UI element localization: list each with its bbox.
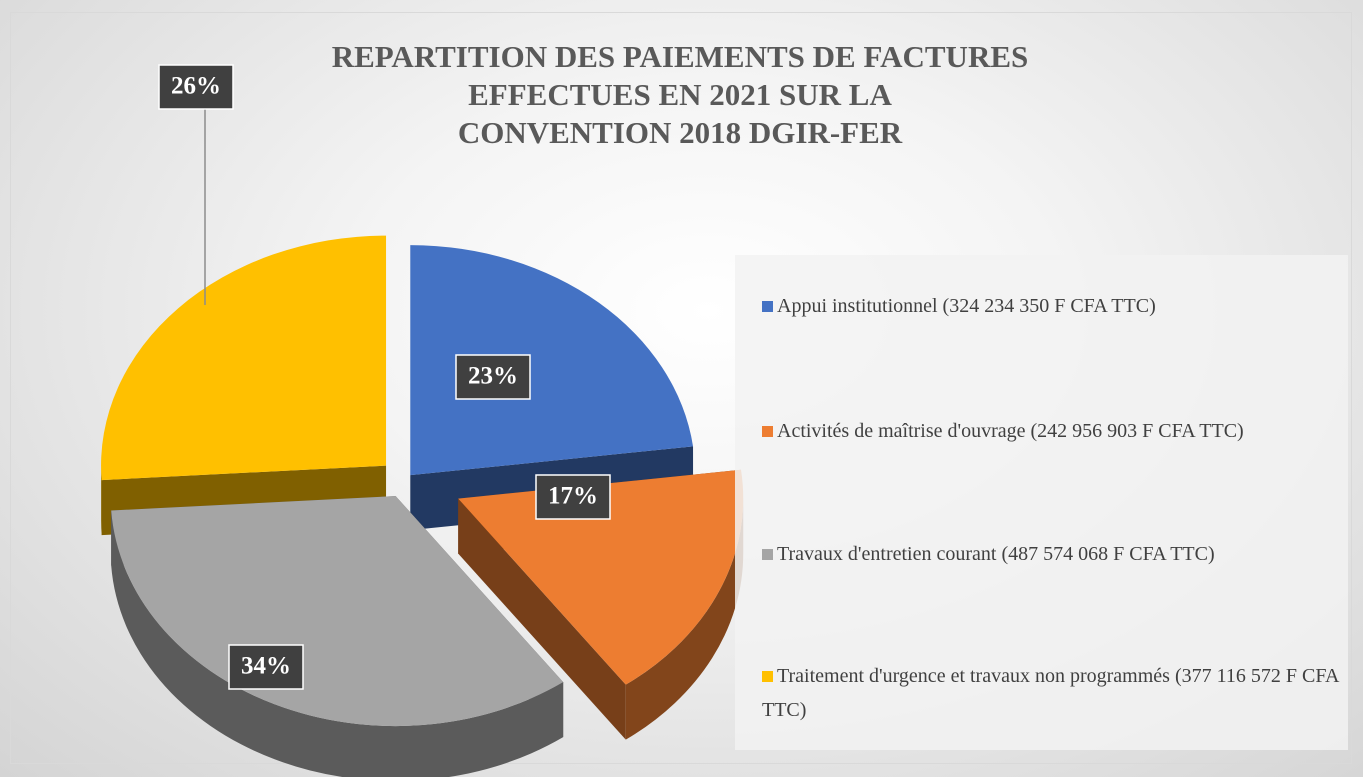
slice-side [101,465,102,536]
legend-swatch [762,671,773,682]
legend-label: Travaux d'entretien courant (487 574 068… [777,543,1215,565]
legend-item: Travaux d'entretien courant (487 574 068… [762,537,1342,571]
slice-top [111,496,564,727]
slice-top [101,235,387,481]
data-label: 26% [171,73,221,100]
slice-top [458,469,744,685]
slice-top [410,245,694,476]
chart-title: REPARTITION DES PAIEMENTS DE FACTURES EF… [331,39,1029,150]
legend-swatch [762,426,773,437]
legend-item: Traitement d'urgence et travaux non prog… [762,659,1342,727]
data-label-box [228,644,304,690]
data-label: 34% [241,653,291,680]
slice [111,496,564,777]
legend-label: Activités de maîtrise d'ouvrage (242 956… [777,420,1244,442]
legend-label: Traitement d'urgence et travaux non prog… [762,665,1339,721]
chart-frame [10,12,1352,764]
data-label-box [455,354,531,400]
data-label: 23% [468,363,518,390]
slice-edge [458,498,626,740]
legend-item: Activités de maîtrise d'ouvrage (242 956… [762,414,1342,448]
data-label-box [535,474,611,520]
legend-label: Appui institutionnel (324 234 350 F CFA … [777,295,1156,317]
legend-swatch [762,301,773,312]
legend-item: Appui institutionnel (324 234 350 F CFA … [762,289,1342,323]
data-label-box [158,64,234,110]
slice-side [625,498,744,740]
slice [101,235,387,536]
legend-swatch [762,549,773,560]
slice-side [111,510,564,777]
legend: Appui institutionnel (324 234 350 F CFA … [735,255,1348,750]
data-label: 17% [548,483,598,510]
